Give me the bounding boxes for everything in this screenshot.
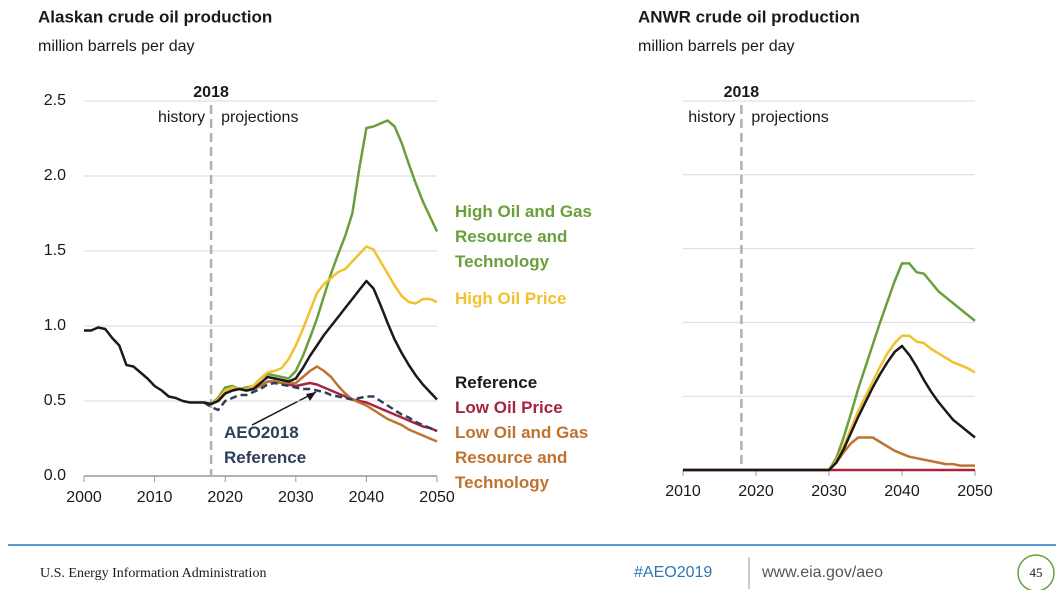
footer-url: www.eia.gov/aeo: [761, 564, 883, 581]
series-line: [210, 119, 439, 405]
y-tick-label: 1.0: [44, 317, 66, 334]
series-line: [683, 344, 976, 472]
series-line: [683, 262, 976, 472]
page-number: 45: [1030, 565, 1043, 580]
x-tick-label: 2030: [278, 489, 314, 506]
chart-title: ANWR crude oil production: [638, 7, 860, 26]
chart-subtitle: million barrels per day: [638, 38, 795, 55]
footer-hashtag: #AEO2019: [634, 564, 712, 581]
divider-label: 2018: [193, 84, 229, 101]
y-tick-label: 2.5: [44, 92, 66, 109]
y-tick-label: 2.0: [44, 167, 66, 184]
x-tick-label: 2020: [738, 483, 774, 500]
series-line: [683, 436, 975, 472]
page-badge: [1017, 554, 1055, 590]
series-label: High Oil Price: [455, 289, 567, 308]
series-line: [683, 334, 976, 472]
series-label: AEO2018 Reference: [224, 423, 307, 467]
x-tick-label: 2010: [137, 489, 173, 506]
series-label: High Oil and Gas Resource and Technology: [455, 202, 592, 271]
footer-organization: U.S. Energy Information Administration: [40, 566, 266, 581]
chart-subtitle: million barrels per day: [38, 38, 195, 55]
series-line: [203, 381, 438, 433]
history-label: history: [158, 109, 205, 126]
y-tick-label: 0.0: [44, 467, 66, 484]
projections-label: projections: [221, 109, 298, 126]
history-label: history: [688, 109, 735, 126]
x-tick-label: 2010: [665, 483, 701, 500]
annotation-arrow: [251, 391, 317, 426]
series-label: Reference: [455, 373, 538, 392]
chart-title: Alaskan crude oil production: [38, 7, 272, 26]
series-label: Low Oil Price: [455, 398, 563, 417]
series-line: [84, 279, 438, 406]
projections-label: projections: [751, 109, 828, 126]
x-tick-label: 2050: [957, 483, 993, 500]
x-tick-label: 2050: [419, 489, 455, 506]
x-tick-label: 2020: [207, 489, 243, 506]
divider-label: 2018: [724, 84, 760, 101]
x-tick-label: 2040: [349, 489, 385, 506]
arrow-head: [306, 392, 316, 401]
x-tick-label: 2030: [811, 483, 847, 500]
series-label: Low Oil and Gas Resource and Technology: [455, 423, 589, 492]
x-tick-label: 2040: [884, 483, 920, 500]
x-tick-label: 2000: [66, 489, 102, 506]
y-tick-label: 0.5: [44, 392, 66, 409]
y-tick-label: 1.5: [44, 242, 66, 259]
series-line: [210, 245, 438, 406]
